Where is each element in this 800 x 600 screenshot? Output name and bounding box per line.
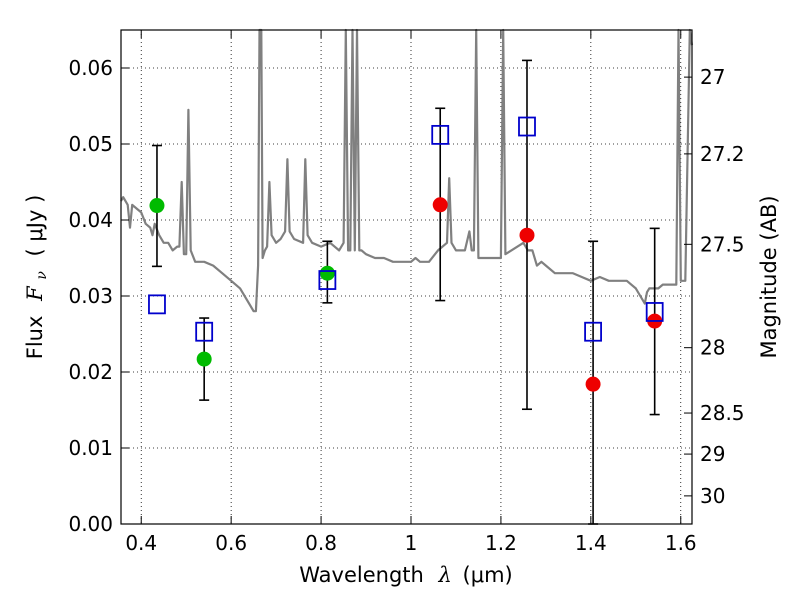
- data-point-circle: [432, 197, 448, 213]
- y-tick-label: 0.04: [68, 208, 113, 232]
- x-tick-label: 1.4: [575, 531, 607, 555]
- data-layer: [120, 28, 694, 525]
- data-point-square: [195, 321, 214, 342]
- y-tick-label: 0.06: [68, 56, 113, 80]
- right-tick-label: 27.5: [700, 232, 745, 256]
- right-tick-label: 29: [700, 442, 725, 466]
- x-tick-label: 0.4: [125, 531, 157, 555]
- right-tick-label: 27: [700, 65, 725, 89]
- y-tick-label: 0.01: [68, 436, 113, 460]
- data-point-square: [431, 124, 450, 145]
- spectrum-line: [120, 28, 694, 313]
- data-point-circle: [585, 376, 601, 392]
- x-tick-label: 1.6: [665, 531, 697, 555]
- right-axis-label: Magnitude (AB): [757, 195, 781, 358]
- data-point-circle: [196, 351, 212, 367]
- data-point-square: [318, 270, 337, 290]
- y-axis-label: Flux F ν ( μJy ): [23, 195, 51, 360]
- x-tick-label: 0.6: [215, 531, 247, 555]
- data-point-square: [584, 321, 602, 342]
- data-point-square: [518, 116, 536, 137]
- plot-frame: [120, 29, 693, 525]
- right-tick-label: 28.5: [700, 401, 745, 425]
- x-tick-label: 1.2: [485, 531, 517, 555]
- x-axis-label: Wavelength λ (μm): [299, 563, 512, 587]
- y-tick-label: 0.03: [68, 284, 113, 308]
- data-point-square: [645, 302, 664, 322]
- x-tick-label: 0.8: [305, 531, 337, 555]
- data-point-square: [148, 294, 166, 315]
- data-point-circle: [519, 227, 535, 243]
- right-tick-label: 30: [700, 484, 725, 508]
- x-tick-label: 1: [405, 531, 418, 555]
- right-tick-label: 28: [700, 336, 725, 360]
- ticks: 0.4 0.6 0.8 1 1.2 1.4 1.6 0.00 0.01 0.02 0.03 0.04 0…: [68, 30, 745, 555]
- right-tick-label: 27.2: [700, 142, 745, 166]
- y-tick-label: 0.02: [68, 360, 113, 384]
- data-point-circle: [149, 198, 165, 214]
- y-tick-label: 0.05: [68, 132, 113, 156]
- data-point-circle: [319, 265, 335, 281]
- y-tick-label: 0.00: [68, 512, 113, 536]
